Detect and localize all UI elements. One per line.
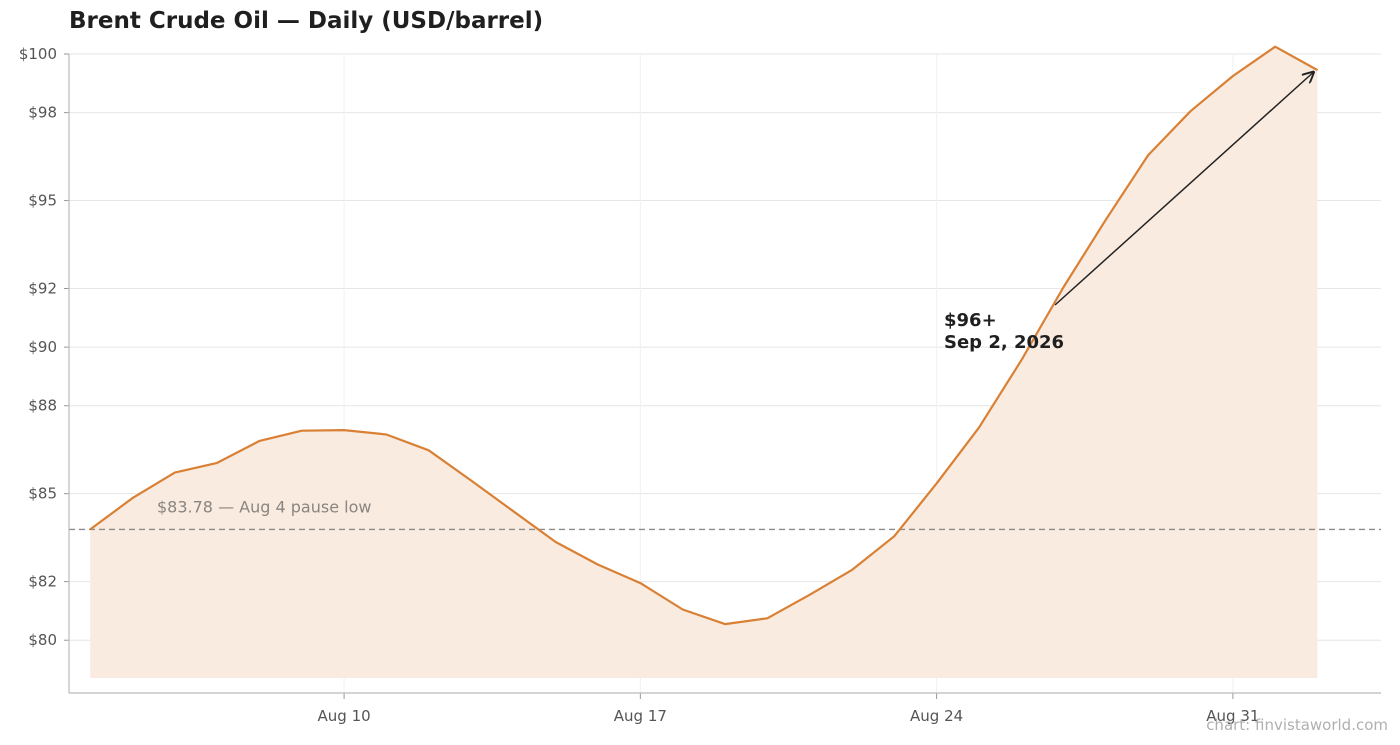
y-tick-label: $90	[28, 338, 57, 356]
y-tick-label: $82	[28, 573, 57, 591]
chart-credit: chart: finvistaworld.com	[1206, 716, 1388, 734]
y-tick-label: $92	[28, 279, 57, 297]
price-line	[89, 45, 1319, 626]
axis-layer: $80 $82 $85 $88 $90 $92 $95 $98 $100 Aug 10 Aug 17…	[19, 45, 1381, 725]
reference-label: $83.78 — Aug 4 pause low	[157, 497, 371, 516]
reference-layer: $83.78 — Aug 4 pause low	[69, 497, 1381, 531]
y-tick-label: $98	[28, 104, 57, 122]
y-tick-label: $88	[28, 397, 57, 415]
y-tick-label: $80	[28, 631, 57, 649]
line-layer	[89, 45, 1319, 626]
annotation-value: $96+	[944, 310, 997, 331]
annotation-arrow	[1054, 72, 1314, 306]
y-tick-label: $100	[19, 45, 57, 63]
x-tick-label: Aug 24	[910, 707, 963, 725]
chart-title: Brent Crude Oil — Daily (USD/barrel)	[69, 8, 544, 34]
x-tick-label: Aug 10	[318, 707, 371, 725]
y-tick-label: $85	[28, 485, 57, 503]
annotation-date: Sep 2, 2026	[944, 332, 1064, 353]
area-layer	[90, 46, 1318, 678]
x-tick-label: Aug 31	[1206, 707, 1259, 725]
y-tick-label: $95	[28, 192, 57, 210]
x-tick-label: Aug 17	[614, 707, 667, 725]
annotation-layer: $96+Sep 2, 2026	[944, 72, 1314, 353]
price-area	[90, 46, 1318, 678]
